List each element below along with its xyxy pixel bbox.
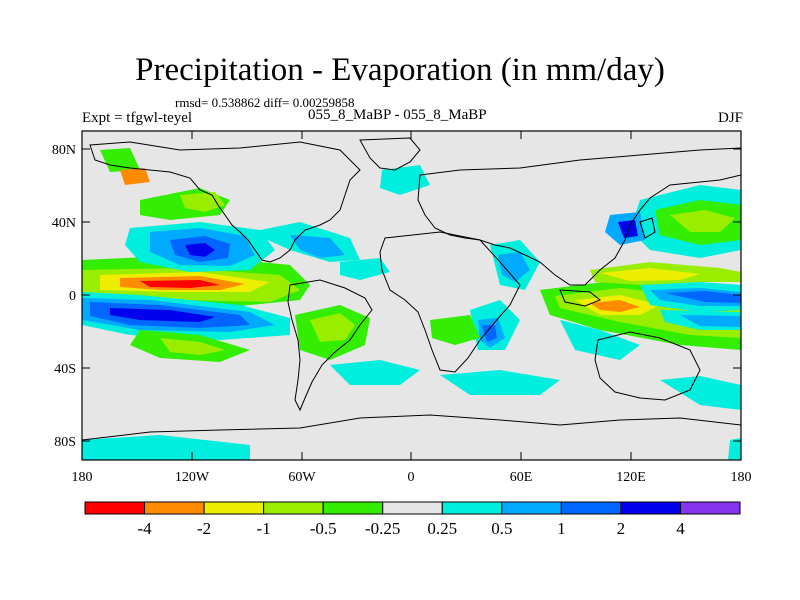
colorbar-swatch bbox=[322, 501, 384, 515]
coast-greenland bbox=[359, 137, 421, 171]
lon-label-120w: 120W bbox=[175, 470, 210, 485]
colorbar-swatch bbox=[263, 501, 324, 515]
colorbar-swatch bbox=[382, 501, 443, 515]
lat-label-40s: 40S bbox=[54, 362, 76, 377]
coast-africa bbox=[379, 231, 521, 373]
coast-north-america bbox=[89, 141, 361, 263]
coast-eurasia bbox=[417, 147, 741, 286]
coast-australia bbox=[594, 331, 701, 401]
coast-antarctica bbox=[82, 414, 741, 441]
lon-label-0: 0 bbox=[408, 470, 415, 485]
lon-label-180w: 180 bbox=[72, 470, 93, 485]
coast-japan bbox=[639, 217, 656, 239]
lon-label-60e: 60E bbox=[510, 470, 533, 485]
colorbar-label: -0.5 bbox=[310, 519, 337, 538]
rmsd-diff-stats: rmsd= 0.538862 diff= 0.00259858 bbox=[175, 95, 355, 110]
colorbar-label: -1 bbox=[257, 519, 271, 538]
lon-ticks bbox=[81, 131, 742, 460]
map-title: Precipitation - Evaporation (in mm/day) bbox=[135, 52, 665, 88]
colorbar-swatch bbox=[84, 501, 146, 515]
colorbar-swatch bbox=[203, 501, 265, 515]
lon-label-120e: 120E bbox=[616, 470, 646, 485]
colorbar-label: 0.5 bbox=[491, 519, 512, 538]
coast-indonesia bbox=[559, 289, 601, 307]
colorbar-label: -0.25 bbox=[365, 519, 400, 538]
colorbar: -4 -2 -1 -0.5 -0.25 0.25 0.5 1 2 4 bbox=[84, 501, 741, 538]
lat-label-80n: 80N bbox=[52, 143, 76, 158]
colorbar-label: 0.25 bbox=[427, 519, 457, 538]
lon-label-60w: 60W bbox=[288, 470, 316, 485]
season-label: DJF bbox=[717, 110, 743, 126]
colorbar-swatch bbox=[679, 501, 741, 515]
colorbar-label: -4 bbox=[137, 519, 152, 538]
colorbar-swatch bbox=[560, 501, 622, 515]
colorbar-swatch bbox=[620, 501, 681, 515]
coastlines bbox=[82, 137, 741, 441]
experiment-label: Expt = tfgwl-teyel bbox=[82, 110, 193, 126]
lat-label-40n: 40N bbox=[52, 216, 76, 231]
colorbar-label: 4 bbox=[676, 519, 685, 538]
coast-south-america bbox=[287, 279, 373, 412]
colorbar-label: 1 bbox=[557, 519, 566, 538]
colorbar-swatch bbox=[144, 501, 205, 515]
colorbar-swatch bbox=[441, 501, 503, 515]
lat-ticks bbox=[82, 148, 741, 442]
lat-label-80s: 80S bbox=[54, 435, 76, 450]
lon-label-180e: 180 bbox=[731, 470, 752, 485]
contour-field bbox=[82, 131, 741, 460]
lat-label-0: 0 bbox=[69, 289, 76, 304]
colorbar-label: 2 bbox=[617, 519, 626, 538]
colorbar-swatch bbox=[501, 501, 562, 515]
case-label: 055_8_MaBP - 055_8_MaBP bbox=[308, 107, 487, 123]
colorbar-label: -2 bbox=[197, 519, 211, 538]
